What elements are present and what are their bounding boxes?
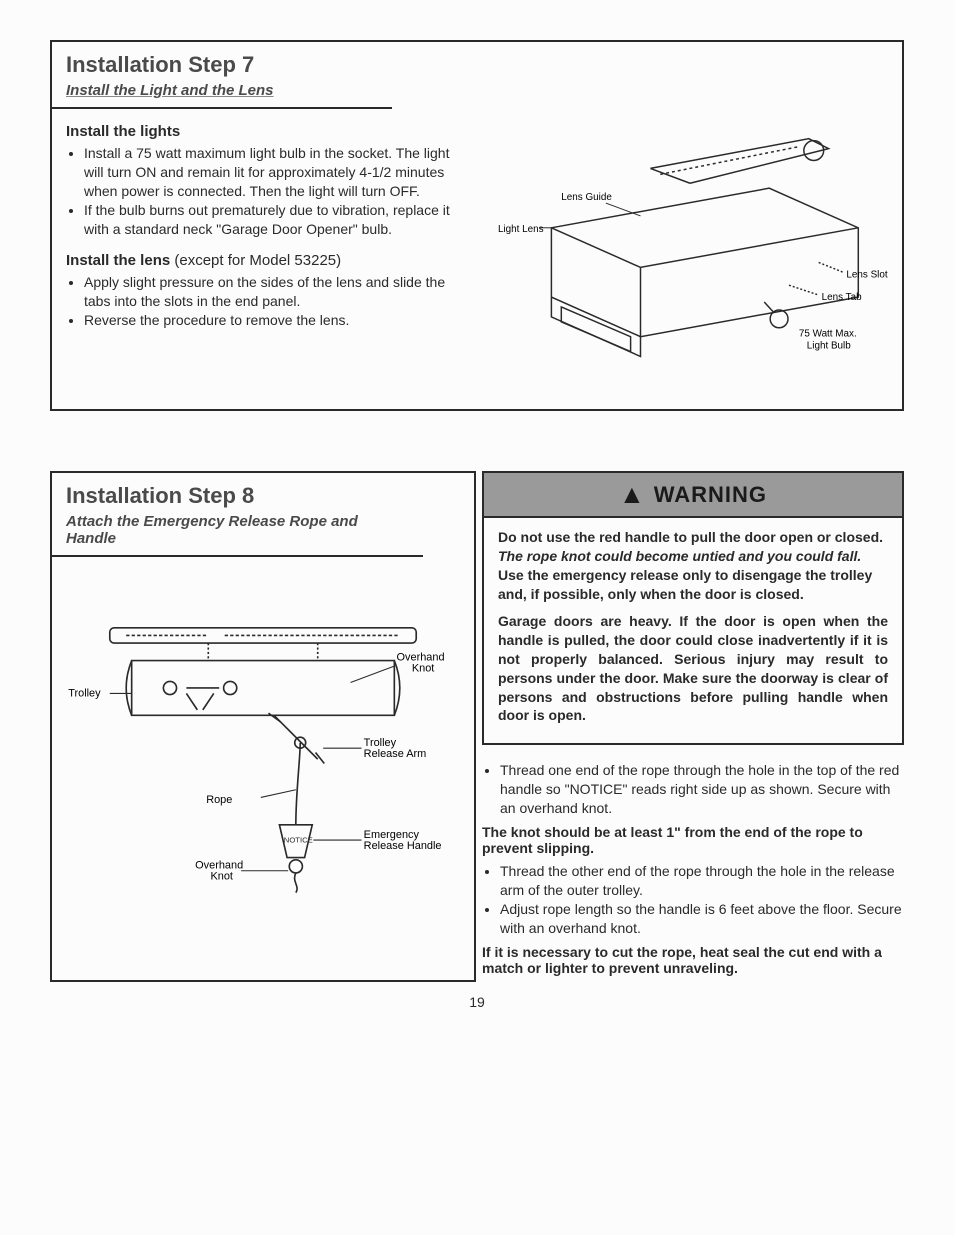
step8-subtitle: Attach the Emergency Release Rope and Ha… bbox=[66, 513, 409, 547]
step7-text-col: Install the lights Install a 75 watt max… bbox=[66, 109, 462, 369]
step7-section: Installation Step 7 Install the Light an… bbox=[50, 40, 904, 411]
fig-label: Light Bulb bbox=[807, 341, 851, 352]
step7-subtitle: Install the Light and the Lens bbox=[66, 82, 378, 99]
step7-subhead-lens: Install the lens (except for Model 53225… bbox=[66, 252, 462, 269]
page-number: 19 bbox=[50, 994, 904, 1010]
fig-label: Knot bbox=[412, 663, 435, 675]
warning-header: ▲ WARNING bbox=[484, 473, 902, 518]
list-item: Install a 75 watt maximum light bulb in … bbox=[84, 144, 462, 201]
step7-body: Install the lights Install a 75 watt max… bbox=[52, 109, 902, 409]
step8-row: Installation Step 8 Attach the Emergency… bbox=[50, 471, 904, 981]
fig-label: Release Arm bbox=[364, 748, 427, 760]
step8-right-col: ▲ WARNING Do not use the red handle to p… bbox=[482, 471, 904, 981]
step8-header: Installation Step 8 Attach the Emergency… bbox=[52, 473, 423, 557]
fig-label: Lens Slot bbox=[846, 269, 887, 280]
list-item: Reverse the procedure to remove the lens… bbox=[84, 311, 462, 330]
opener-unit-icon: Lens Guide Light Lens Lens Slot Lens Tab… bbox=[492, 109, 888, 366]
instruction-bold: The knot should be at least 1" from the … bbox=[482, 824, 904, 856]
fig-label: Release Handle bbox=[364, 840, 442, 852]
fig-label: Rope bbox=[206, 794, 232, 806]
step7-header: Installation Step 7 Install the Light an… bbox=[52, 42, 392, 109]
warning-label: WARNING bbox=[654, 482, 767, 508]
list-item: Apply slight pressure on the sides of th… bbox=[84, 273, 462, 311]
instruction-bullets: Thread the other end of the rope through… bbox=[482, 862, 904, 938]
list-item: If the bulb burns out prematurely due to… bbox=[84, 201, 462, 239]
warning-p1: Do not use the red handle to pull the do… bbox=[498, 528, 888, 604]
list-item: Thread one end of the rope through the h… bbox=[500, 761, 904, 818]
step7-subhead-lights: Install the lights bbox=[66, 123, 462, 140]
list-item: Adjust rope length so the handle is 6 fe… bbox=[500, 900, 904, 938]
subhead-qualifier: (except for Model 53225) bbox=[170, 252, 341, 269]
warning-body: Do not use the red handle to pull the do… bbox=[484, 518, 902, 743]
instruction-bold: If it is necessary to cut the rope, heat… bbox=[482, 944, 904, 976]
fig-label: Light Lens bbox=[498, 224, 544, 235]
handle-text: NOTICE bbox=[284, 836, 313, 845]
step8-title: Installation Step 8 bbox=[66, 483, 409, 509]
subhead-text: Install the lens bbox=[66, 252, 170, 269]
step7-title: Installation Step 7 bbox=[66, 52, 378, 78]
instruction-bullets: Thread one end of the rope through the h… bbox=[482, 761, 904, 818]
trolley-release-icon: NOTICE Trolley Trolley bbox=[66, 584, 460, 912]
step7-bullets-lights: Install a 75 watt maximum light bulb in … bbox=[66, 144, 462, 238]
fig-label: Knot bbox=[210, 871, 233, 883]
warning-text: Use the emergency release only to diseng… bbox=[498, 567, 872, 602]
step8-diagram: NOTICE Trolley Trolley bbox=[52, 557, 474, 979]
warning-box: ▲ WARNING Do not use the red handle to p… bbox=[482, 471, 904, 745]
fig-label: 75 Watt Max. bbox=[799, 329, 857, 340]
warning-text: The rope knot could become untied and yo… bbox=[498, 548, 861, 564]
fig-label: Lens Tab bbox=[822, 292, 862, 303]
warning-p2: Garage doors are heavy. If the door is o… bbox=[498, 612, 888, 725]
warning-text: Do not use the red handle to pull the do… bbox=[498, 529, 883, 545]
step7-bullets-lens: Apply slight pressure on the sides of th… bbox=[66, 273, 462, 330]
fig-label: Trolley bbox=[68, 688, 101, 700]
warning-triangle-icon: ▲ bbox=[619, 479, 646, 510]
list-item: Thread the other end of the rope through… bbox=[500, 862, 904, 900]
fig-label: Lens Guide bbox=[561, 192, 612, 203]
step8-section: Installation Step 8 Attach the Emergency… bbox=[50, 471, 476, 981]
step7-diagram: Lens Guide Light Lens Lens Slot Lens Tab… bbox=[492, 109, 888, 369]
